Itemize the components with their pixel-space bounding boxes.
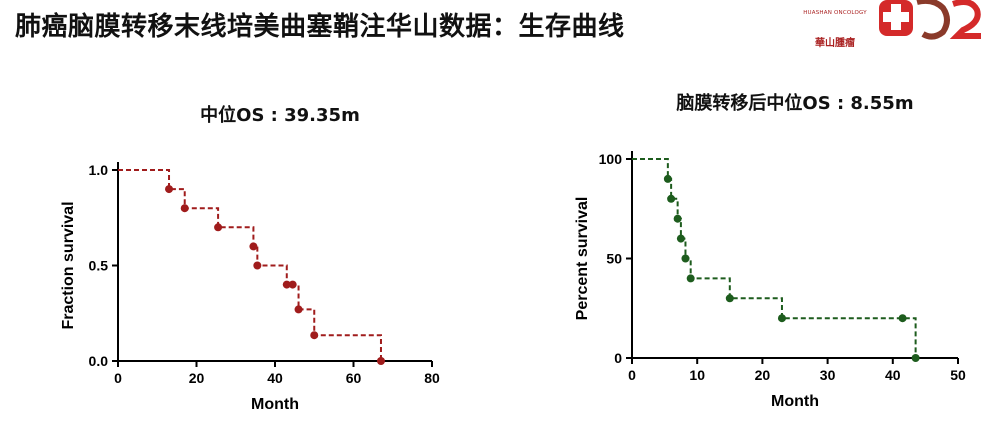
- left-y-tick-label: 1.0: [89, 162, 109, 178]
- left-data-point: [294, 305, 303, 314]
- right-x-tick-label: 0: [628, 367, 636, 383]
- right-data-point: [686, 274, 695, 283]
- right-data-point: [673, 214, 682, 223]
- left-data-point: [253, 261, 262, 270]
- logo-chinese-text: 華山腫瘤: [815, 38, 855, 49]
- right-survival-step-line: [632, 158, 917, 358]
- left-data-point: [288, 280, 297, 289]
- left-data-point: [180, 204, 189, 213]
- chart-left-title: 中位OS : 39.35m: [200, 105, 360, 126]
- corner-badge-graphic: [873, 0, 984, 40]
- right-x-tick-label: 20: [755, 367, 771, 383]
- right-x-tick-label: 10: [689, 367, 705, 383]
- right-data-point: [725, 294, 734, 303]
- slide-title: 肺癌脑膜转移末线培美曲塞鞘注华山数据：生存曲线: [15, 12, 625, 42]
- left-x-tick-label: 0: [114, 370, 122, 386]
- left-data-point: [282, 280, 291, 289]
- right-data-point: [676, 234, 685, 243]
- left-y-tick-label: 0.0: [89, 353, 109, 369]
- logo-english-text: HUASHAN ONCOLOGY: [803, 10, 867, 16]
- right-data-point: [898, 314, 907, 323]
- left-y-axis-label: Fraction survival: [60, 201, 77, 329]
- left-x-axis-label: Month: [251, 396, 299, 413]
- right-y-tick-label: 50: [606, 251, 622, 267]
- right-data-point: [663, 174, 672, 183]
- right-data-point: [681, 254, 690, 263]
- right-y-axis-label: Percent survival: [574, 197, 591, 321]
- right-data-point: [777, 314, 786, 323]
- left-data-point: [214, 223, 223, 232]
- left-data-point: [165, 185, 174, 194]
- left-x-tick-label: 20: [189, 370, 205, 386]
- right-x-tick-label: 40: [885, 367, 901, 383]
- left-y-tick-label: 0.5: [89, 258, 109, 274]
- left-data-point: [249, 242, 258, 251]
- left-x-tick-label: 80: [424, 370, 440, 386]
- right-y-tick-label: 0: [614, 350, 622, 366]
- right-x-tick-label: 30: [820, 367, 836, 383]
- left-x-tick-label: 40: [267, 370, 283, 386]
- right-data-point: [911, 354, 920, 362]
- right-x-tick-label: 50: [950, 367, 966, 383]
- left-x-tick-label: 60: [346, 370, 362, 386]
- left-survival-step-line: [118, 169, 382, 361]
- right-y-tick-label: 100: [599, 151, 623, 167]
- left-data-point: [310, 331, 319, 340]
- right-data-point: [667, 194, 676, 203]
- right-x-axis-label: Month: [771, 393, 819, 410]
- chart-right-title: 脑膜转移后中位OS : 8.55m: [676, 93, 914, 114]
- left-data-point: [376, 357, 385, 365]
- huashan-oncology-logo: HUASHAN ONCOLOGY 華山腫瘤: [790, 0, 880, 52]
